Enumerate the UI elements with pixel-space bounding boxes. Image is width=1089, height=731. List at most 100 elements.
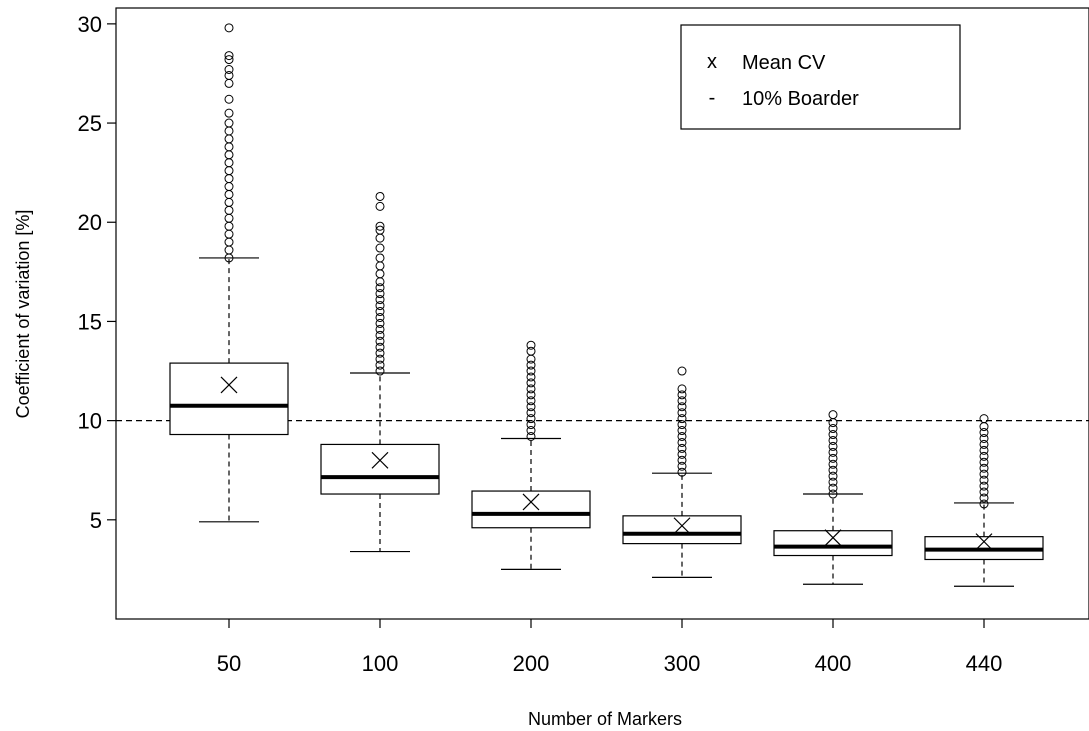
outlier-point bbox=[677, 390, 687, 400]
outlier-point bbox=[375, 289, 385, 299]
outlier-point bbox=[375, 253, 385, 263]
box-group-200 bbox=[471, 340, 591, 571]
outlier-point bbox=[979, 475, 989, 485]
outlier-point bbox=[375, 366, 385, 376]
outlier-point bbox=[677, 408, 687, 418]
x-tick-label: 300 bbox=[664, 651, 701, 676]
outlier-point bbox=[979, 414, 989, 424]
y-axis-title: Coefficient of variation [%] bbox=[13, 210, 33, 419]
outlier-point bbox=[224, 245, 234, 255]
outlier-point bbox=[375, 301, 385, 311]
outlier-point bbox=[828, 441, 838, 451]
outlier-point bbox=[526, 402, 536, 412]
box-group-440 bbox=[924, 414, 1044, 587]
outlier-point bbox=[224, 134, 234, 144]
outlier-point bbox=[526, 426, 536, 436]
outlier-point bbox=[677, 396, 687, 406]
outlier-point bbox=[375, 360, 385, 370]
outlier-point bbox=[224, 23, 234, 33]
outlier-point bbox=[375, 354, 385, 364]
outlier-point bbox=[375, 277, 385, 287]
outlier-point bbox=[677, 402, 687, 412]
outlier-point bbox=[979, 445, 989, 455]
outlier-point bbox=[224, 142, 234, 152]
box-group-300 bbox=[622, 366, 742, 578]
outlier-point bbox=[677, 366, 687, 376]
mean-marker bbox=[220, 376, 238, 394]
outlier-point bbox=[224, 126, 234, 136]
outlier-point bbox=[375, 233, 385, 243]
outlier-point bbox=[224, 213, 234, 223]
outlier-point bbox=[526, 340, 536, 350]
outlier-point bbox=[677, 461, 687, 471]
outlier-point bbox=[224, 70, 234, 80]
outlier-point bbox=[979, 469, 989, 479]
outlier-point bbox=[677, 426, 687, 436]
outlier-point bbox=[979, 433, 989, 443]
outlier-point bbox=[677, 384, 687, 394]
outlier-point bbox=[375, 295, 385, 305]
outlier-point bbox=[979, 457, 989, 467]
outlier-point bbox=[224, 64, 234, 74]
outlier-point bbox=[224, 166, 234, 176]
x-tick-label: 200 bbox=[513, 651, 550, 676]
outlier-point bbox=[375, 324, 385, 334]
box bbox=[622, 515, 742, 545]
outlier-point bbox=[828, 418, 838, 428]
box bbox=[169, 362, 289, 436]
outlier-point bbox=[677, 467, 687, 477]
outlier-point bbox=[526, 360, 536, 370]
outlier-point bbox=[526, 372, 536, 382]
outlier-point bbox=[677, 437, 687, 447]
mean-marker bbox=[371, 451, 389, 469]
outlier-point bbox=[979, 428, 989, 438]
y-tick-label: 20 bbox=[78, 210, 102, 235]
outlier-point bbox=[526, 414, 536, 424]
outlier-point bbox=[526, 346, 536, 356]
outlier-point bbox=[526, 408, 536, 418]
outlier-point bbox=[979, 422, 989, 432]
mean-marker-stroke bbox=[522, 493, 540, 511]
outlier-point bbox=[224, 182, 234, 192]
outlier-point bbox=[375, 221, 385, 231]
mean-marker bbox=[673, 517, 691, 535]
outlier-point bbox=[828, 447, 838, 457]
outlier-point bbox=[828, 453, 838, 463]
plot-frame bbox=[115, 7, 1089, 620]
outlier-point bbox=[979, 439, 989, 449]
y-tick-label: 30 bbox=[78, 12, 102, 37]
outlier-point bbox=[828, 477, 838, 487]
legend-label-boarder: 10% Boarder bbox=[742, 88, 859, 110]
outlier-point bbox=[375, 318, 385, 328]
outlier-point bbox=[375, 191, 385, 201]
outlier-point bbox=[224, 150, 234, 160]
mean-marker bbox=[522, 493, 540, 511]
outlier-point bbox=[224, 237, 234, 247]
outlier-point bbox=[677, 431, 687, 441]
outlier-point bbox=[224, 118, 234, 128]
x-tick-label: 50 bbox=[217, 651, 241, 676]
outlier-point bbox=[677, 449, 687, 459]
box-group-50 bbox=[169, 23, 289, 523]
outlier-point bbox=[375, 307, 385, 317]
outlier-point bbox=[224, 197, 234, 207]
box bbox=[773, 530, 893, 557]
outlier-point bbox=[677, 455, 687, 465]
outlier-point bbox=[224, 78, 234, 88]
outlier-point bbox=[828, 471, 838, 481]
outlier-point bbox=[677, 420, 687, 430]
mean-marker bbox=[975, 533, 993, 551]
outlier-point bbox=[375, 261, 385, 271]
outlier-point bbox=[828, 424, 838, 434]
outlier-point bbox=[526, 378, 536, 388]
outlier-point bbox=[979, 487, 989, 497]
outlier-point bbox=[375, 336, 385, 346]
y-tick-label: 25 bbox=[78, 111, 102, 136]
outlier-point bbox=[526, 390, 536, 400]
outlier-point bbox=[375, 225, 385, 235]
x-tick-label: 440 bbox=[966, 651, 1003, 676]
box bbox=[320, 443, 440, 495]
outlier-point bbox=[526, 354, 536, 364]
mean-marker-stroke bbox=[371, 451, 389, 469]
